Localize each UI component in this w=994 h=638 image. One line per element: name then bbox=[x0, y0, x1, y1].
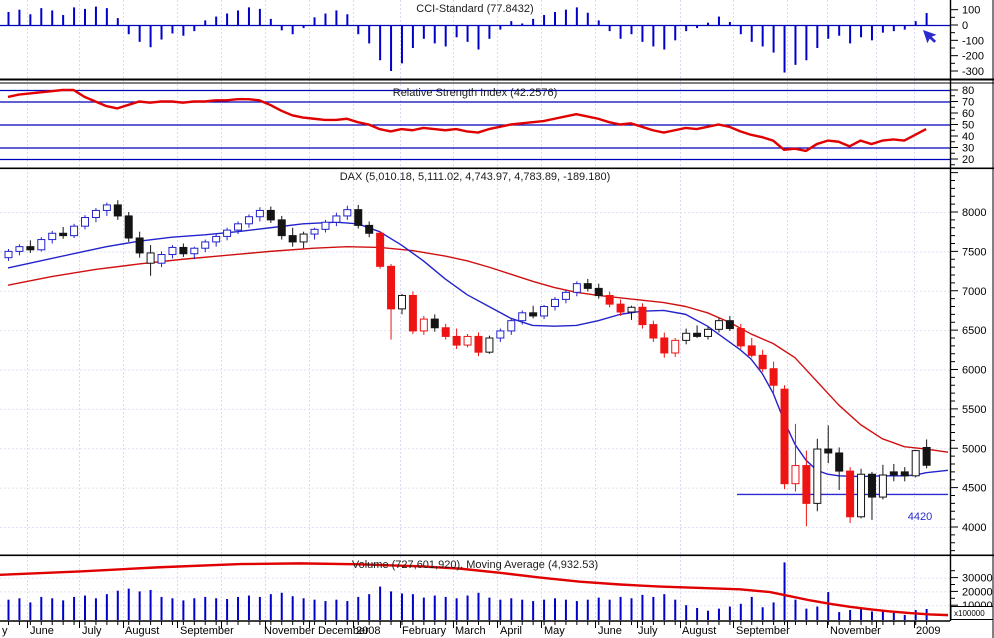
volume-multiplier-box: x100000 bbox=[950, 606, 994, 620]
panel-borders bbox=[0, 78, 994, 557]
month-label: November bbox=[830, 625, 881, 637]
cci-indicator-panel[interactable] bbox=[0, 6, 950, 73]
multiplier-box-frame bbox=[950, 606, 994, 620]
cci-title: CCI-Standard (77.8432) bbox=[416, 3, 533, 15]
month-label: April bbox=[500, 625, 522, 637]
axis-tick-label: 6500 bbox=[962, 325, 986, 337]
month-label: y bbox=[2, 625, 8, 637]
rsi-title: Relative Strength Index (42.2576) bbox=[393, 87, 558, 99]
price-candlestick-panel[interactable] bbox=[4, 200, 949, 527]
volume-multiplier-label: x100000 bbox=[954, 609, 985, 618]
axis-tick-label: -100 bbox=[962, 35, 984, 47]
month-label: May bbox=[544, 625, 565, 637]
axis-tick-label: -300 bbox=[962, 66, 984, 78]
axis-tick-label: 40 bbox=[962, 131, 974, 143]
axis-tick-label: 20 bbox=[962, 154, 974, 166]
axis-tick-label: 30000 bbox=[962, 573, 993, 585]
month-label: July bbox=[638, 625, 658, 637]
axis-tick-label: -200 bbox=[962, 51, 984, 63]
rsi-indicator-panel[interactable] bbox=[0, 88, 950, 161]
gridlines bbox=[0, 0, 950, 621]
month-label: November bbox=[264, 625, 315, 637]
month-label: June bbox=[598, 625, 622, 637]
axis-tick-label: 4500 bbox=[962, 483, 986, 495]
support-level-label: 4420 bbox=[908, 511, 932, 523]
axis-tick-label: 80 bbox=[962, 85, 974, 97]
axis-tick-label: 0 bbox=[962, 20, 968, 32]
axis-tick-label: 5500 bbox=[962, 404, 986, 416]
month-label: March bbox=[455, 625, 486, 637]
month-label: 2008 bbox=[356, 625, 380, 637]
month-label: February bbox=[402, 625, 447, 637]
price-title: DAX (5,010.18, 5,111.02, 4,743.97, 4,783… bbox=[340, 171, 611, 183]
axis-tick-label: 7000 bbox=[962, 286, 986, 298]
month-label: September bbox=[180, 625, 234, 637]
month-label: 2009 bbox=[916, 625, 940, 637]
axis-tick-label: 100 bbox=[962, 5, 980, 17]
month-label: December bbox=[318, 625, 369, 637]
axis-tick-label: 6000 bbox=[962, 365, 986, 377]
volume-panel[interactable] bbox=[0, 562, 949, 620]
month-label: August bbox=[682, 625, 716, 637]
month-label: September bbox=[736, 625, 790, 637]
axis-tick-label: 8000 bbox=[962, 207, 986, 219]
axis-tick-label: 7500 bbox=[962, 246, 986, 258]
axis-tick-label: 70 bbox=[962, 97, 974, 109]
month-label: July bbox=[82, 625, 102, 637]
axis-tick-label: 50 bbox=[962, 120, 974, 132]
axis-tick-label: 4000 bbox=[962, 522, 986, 534]
axis-tick-label: 60 bbox=[962, 108, 974, 120]
month-label: August bbox=[125, 625, 159, 637]
axis-tick-label: 30 bbox=[962, 143, 974, 155]
volume-title: Volume (727,601,920), Moving Average (4,… bbox=[352, 559, 598, 571]
mouse-cursor-icon bbox=[923, 30, 937, 44]
month-label: June bbox=[30, 625, 54, 637]
axis-tick-label: 20000 bbox=[962, 586, 993, 598]
axis-tick-label: 5000 bbox=[962, 443, 986, 455]
